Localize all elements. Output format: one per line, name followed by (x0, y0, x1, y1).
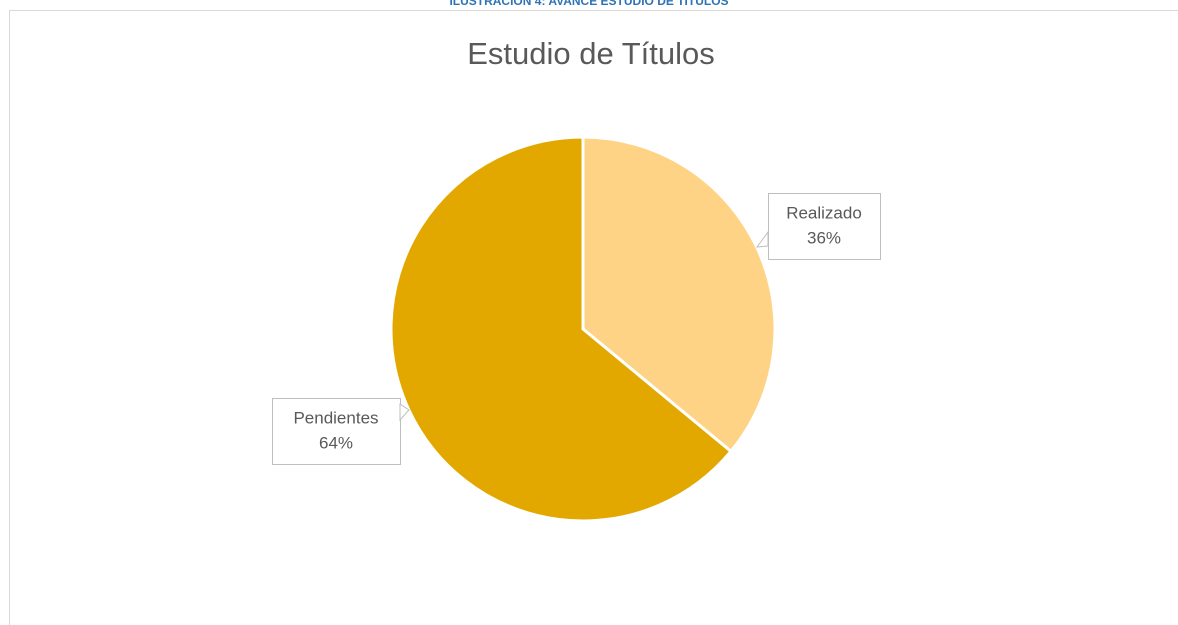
data-label-value: 36% (807, 228, 841, 247)
callout-pointer (399, 403, 410, 422)
data-label-category: Pendientes (293, 408, 378, 427)
data-label-category: Realizado (786, 203, 862, 222)
callout-box (768, 193, 881, 260)
chart-title: Estudio de Títulos (467, 36, 715, 71)
caption: ILUSTRACIÓN 4: AVANCE ESTUDIO DE TÍTULOS (449, 0, 728, 8)
callout-box (272, 398, 401, 465)
callout-pointer (755, 230, 769, 248)
pie-slice (389, 135, 734, 523)
data-label-value: 64% (319, 433, 353, 452)
